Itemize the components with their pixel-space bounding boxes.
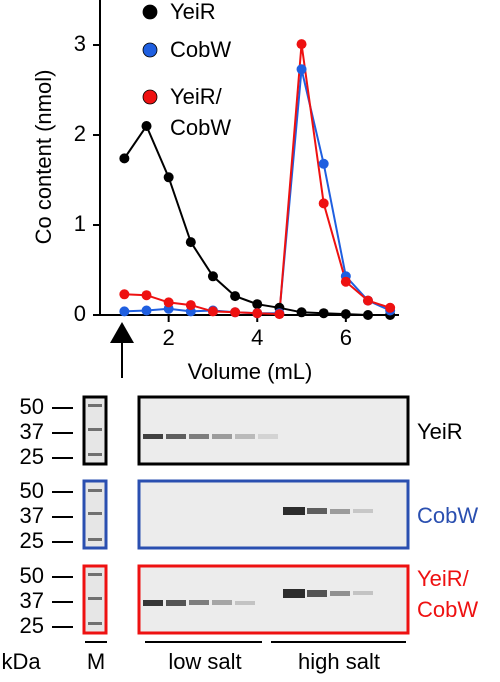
data-point bbox=[252, 308, 263, 319]
data-point bbox=[296, 307, 307, 318]
gel-label-box: YeiR/ CobW bbox=[417, 566, 479, 622]
x-tick-label: 2 bbox=[163, 325, 175, 350]
data-point bbox=[230, 291, 241, 302]
marker-label: 50 bbox=[20, 563, 44, 588]
data-point bbox=[119, 289, 130, 300]
data-point bbox=[318, 308, 329, 319]
marker-label: 25 bbox=[20, 528, 44, 553]
y-tick-label: 3 bbox=[74, 31, 86, 56]
x-tick-label: 6 bbox=[340, 325, 352, 350]
data-point bbox=[296, 39, 307, 50]
data-point bbox=[141, 305, 152, 316]
legend-label-box: YeiR/ CobW bbox=[170, 84, 232, 140]
data-point bbox=[141, 121, 152, 131]
data-point bbox=[318, 198, 329, 209]
unit-label: kDa bbox=[1, 649, 41, 674]
gel-label-box: CobW bbox=[417, 503, 479, 528]
legend-marker bbox=[142, 42, 158, 58]
gels bbox=[88, 404, 373, 625]
data-point bbox=[163, 297, 174, 308]
group-label: low salt bbox=[168, 649, 241, 674]
x-axis-label: Volume (mL) bbox=[188, 359, 313, 384]
data-point bbox=[119, 306, 130, 317]
marker-label: 25 bbox=[20, 613, 44, 638]
data-point bbox=[185, 300, 196, 311]
gel-label: CobW bbox=[417, 503, 479, 528]
data-point bbox=[296, 64, 307, 75]
y-axis-label: Co content (nmol) bbox=[31, 70, 56, 245]
marker-lane-label: M bbox=[87, 649, 105, 674]
gel-panel bbox=[137, 395, 410, 466]
group-label: high salt bbox=[298, 649, 380, 674]
y-tick-label: 1 bbox=[74, 211, 86, 236]
gel-label: YeiR bbox=[417, 419, 463, 444]
gel-bands bbox=[88, 404, 373, 625]
gel-panel bbox=[137, 479, 410, 550]
marker-label: 37 bbox=[20, 419, 44, 444]
data-point bbox=[318, 158, 329, 169]
legend-label-box: YeiR bbox=[170, 0, 216, 24]
marker-label: 25 bbox=[20, 444, 44, 469]
marker-label: 37 bbox=[20, 588, 44, 613]
legend-label-box: CobW bbox=[170, 37, 232, 62]
marker-label: 50 bbox=[20, 478, 44, 503]
data-point bbox=[340, 276, 351, 287]
gel-label: YeiR/ CobW bbox=[417, 566, 479, 622]
data-point bbox=[163, 172, 174, 183]
data-point bbox=[385, 302, 396, 313]
data-point bbox=[185, 237, 196, 248]
gel-panel bbox=[137, 564, 410, 635]
data-point bbox=[340, 309, 351, 320]
arrow bbox=[110, 322, 134, 378]
data-point bbox=[362, 295, 373, 306]
data-point bbox=[274, 309, 285, 320]
data-point bbox=[362, 310, 373, 320]
data-point bbox=[141, 290, 152, 301]
legend-label: YeiR bbox=[170, 0, 216, 24]
marker-label: 50 bbox=[20, 394, 44, 419]
x-tick-label: 4 bbox=[251, 325, 263, 350]
legend-marker bbox=[142, 4, 158, 20]
y-tick-label: 0 bbox=[74, 301, 86, 326]
gel-label-box: YeiR bbox=[417, 419, 463, 444]
data-point bbox=[230, 307, 241, 318]
data-point bbox=[207, 306, 218, 317]
legend-marker bbox=[142, 89, 158, 105]
data-point bbox=[207, 271, 218, 282]
legend-label: YeiR/ CobW bbox=[170, 84, 232, 140]
data-point bbox=[252, 299, 263, 310]
data-point bbox=[119, 153, 130, 164]
y-tick-label: 2 bbox=[74, 121, 86, 146]
legend-label: CobW bbox=[170, 37, 232, 62]
marker-label: 37 bbox=[20, 503, 44, 528]
